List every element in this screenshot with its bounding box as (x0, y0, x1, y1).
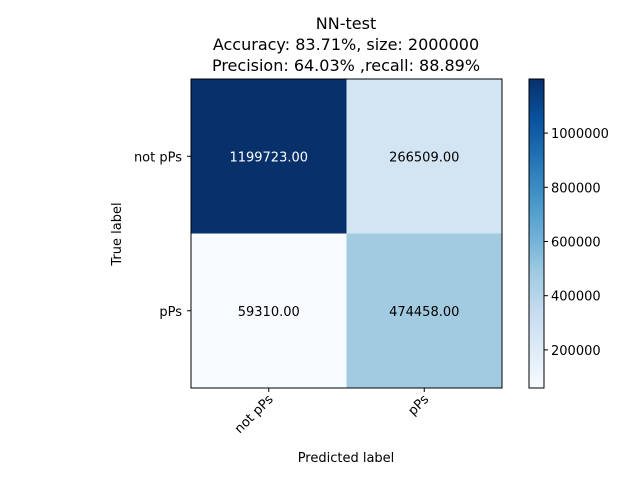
y-tick-label: pPs (159, 305, 182, 320)
colorbar-ticks: 200000 400000 600000 800000 1000000 (544, 127, 609, 359)
chart-title-line-2: Accuracy: 83.71%, size: 2000000 (213, 35, 479, 54)
cell-value-label: 474458.00 (389, 305, 459, 320)
x-axis-ticks: not pPs pPs (232, 388, 432, 437)
y-axis-ticks: not pPs pPs (134, 150, 191, 320)
colorbar-tick-label: 800000 (551, 181, 601, 196)
heatmap-cell (191, 233, 347, 388)
colorbar (528, 78, 545, 389)
x-tick-label: pPs (405, 392, 432, 419)
colorbar-tick-label: 1000000 (551, 127, 609, 142)
cell-value-label: 1199723.00 (229, 150, 308, 165)
heatmap-frame (190, 78, 503, 389)
x-tick-label: not pPs (232, 392, 277, 437)
cell-value-label: 59310.00 (238, 305, 300, 320)
cell-value-label: 266509.00 (389, 150, 459, 165)
colorbar-tick-label: 400000 (551, 290, 601, 305)
heatmap-cell-labels: 1199723.00 266509.00 59310.00 474458.00 (229, 150, 459, 320)
heatmap-cell (346, 233, 502, 388)
heatmap-cell (191, 79, 347, 234)
colorbar-tick-label: 200000 (551, 344, 601, 359)
y-tick-label: not pPs (134, 150, 182, 165)
chart-title-line-1: NN-test (316, 14, 376, 33)
heatmap-cells (191, 79, 502, 388)
heatmap-cell (346, 79, 502, 234)
x-axis-label: Predicted label (298, 451, 395, 466)
colorbar-tick-label: 600000 (551, 235, 601, 250)
chart-title-line-3: Precision: 64.03% ,recall: 88.89% (212, 56, 480, 75)
y-axis-label: True label (110, 202, 125, 266)
